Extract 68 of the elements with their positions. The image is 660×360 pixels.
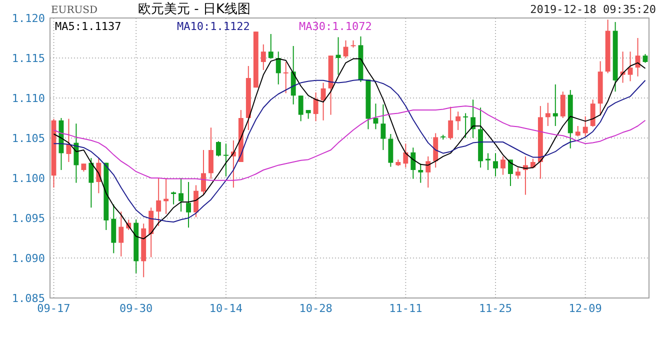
candlestick — [298, 95, 304, 122]
candlestick — [186, 182, 191, 228]
x-tick-label: 10-28 — [299, 302, 332, 315]
candlestick — [178, 178, 184, 212]
candlestick — [410, 147, 416, 180]
candlestick — [290, 46, 296, 105]
text: 2019-12-18 09:35:20 — [530, 3, 656, 16]
y-tick-label: 1.105 — [12, 132, 45, 145]
candlestick — [88, 158, 94, 208]
x-tick-label: 11-11 — [389, 302, 422, 315]
candlestick — [118, 211, 124, 257]
candlestick — [403, 143, 408, 168]
candlestick — [575, 126, 580, 137]
candlestick — [171, 191, 176, 205]
y-tick-label: 1.095 — [12, 212, 45, 225]
candlestick — [268, 34, 274, 60]
candlestick — [545, 102, 550, 126]
candlestick — [508, 159, 513, 186]
candlestick — [560, 91, 566, 118]
x-tick-label: 12-09 — [568, 302, 602, 315]
x-tick-label: 10-14 — [209, 302, 243, 315]
text: MA5:1.1137 — [55, 20, 122, 33]
candlestick — [283, 62, 288, 94]
candlestick — [111, 204, 116, 254]
candlestick — [418, 163, 424, 184]
y-tick-label: 1.100 — [12, 172, 45, 185]
text: MA10:1.1122 — [177, 20, 250, 33]
candlestick — [380, 104, 386, 150]
y-tick-label: 1.115 — [12, 52, 45, 65]
candlestick — [66, 118, 72, 162]
chart-title: 欧元美元 - 日K线图 — [138, 1, 250, 17]
candlestick — [194, 184, 198, 218]
candlestick — [320, 82, 326, 121]
candlestick — [516, 167, 520, 180]
candlestick — [216, 140, 221, 157]
candlestick — [156, 178, 162, 226]
candlestick — [148, 207, 154, 258]
x-tick-label: 11-25 — [478, 302, 512, 315]
candlestick — [463, 112, 468, 138]
y-tick-label: 1.110 — [12, 92, 45, 105]
candlestick — [486, 152, 490, 170]
text: MA30:1.1072 — [299, 20, 372, 33]
x-tick-label: 09-17 — [37, 302, 70, 315]
candlestick — [470, 99, 476, 138]
candlestick — [201, 150, 206, 196]
x-tick-label: 09-30 — [120, 302, 153, 315]
y-tick-label: 1.085 — [12, 292, 45, 305]
chart-subtitle: EURUSD — [51, 5, 98, 16]
candlestick — [456, 111, 461, 130]
candlestick — [426, 156, 431, 188]
candlestick — [208, 127, 214, 180]
candlestick — [433, 132, 438, 168]
candlestick — [628, 51, 633, 82]
y-tick-label: 1.120 — [12, 12, 45, 25]
y-tick-label: 1.090 — [12, 252, 45, 265]
candlestick — [343, 40, 348, 58]
candlestick — [223, 143, 228, 177]
candlestick — [500, 156, 506, 176]
candlestick — [590, 99, 596, 128]
candlestick — [448, 106, 454, 140]
candlestick — [373, 103, 378, 130]
candlestick — [388, 134, 394, 168]
candlestick — [552, 84, 558, 126]
candlestick — [582, 116, 588, 137]
candlestick — [260, 44, 266, 70]
candlestick — [313, 92, 318, 122]
candlestick — [493, 152, 498, 177]
candlestick — [276, 51, 281, 85]
